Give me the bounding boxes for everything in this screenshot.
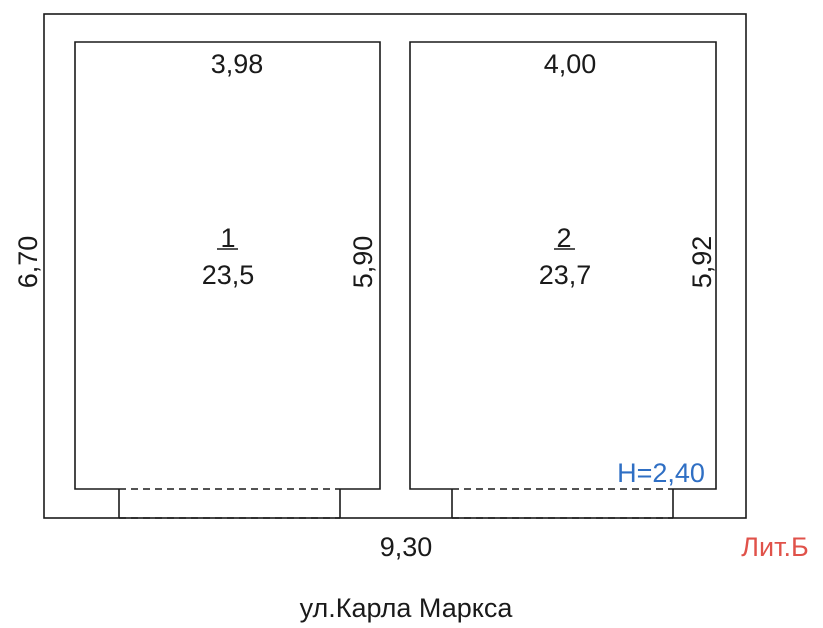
room-2-width-label: 4,00 xyxy=(544,49,597,79)
room-1-depth-label: 5,90 xyxy=(348,236,378,289)
room-1-walls xyxy=(74,41,381,490)
room-2-walls xyxy=(409,41,717,490)
room-2-area: 23,7 xyxy=(539,260,592,290)
room-1-width-label: 3,98 xyxy=(211,49,264,79)
room-2-number: 2 xyxy=(556,223,571,253)
outer-wall xyxy=(43,13,747,519)
room-2-depth-label: 5,92 xyxy=(687,236,717,289)
room-1-area: 23,5 xyxy=(202,260,255,290)
room-1-number: 1 xyxy=(220,223,235,253)
building-letter-label: Лит.Б xyxy=(741,532,808,562)
overall-depth-label: 6,70 xyxy=(13,236,43,289)
street-label: ул.Карла Маркса xyxy=(300,593,514,623)
overall-width-label: 9,30 xyxy=(380,532,433,562)
ceiling-height-label: H=2,40 xyxy=(617,458,705,488)
